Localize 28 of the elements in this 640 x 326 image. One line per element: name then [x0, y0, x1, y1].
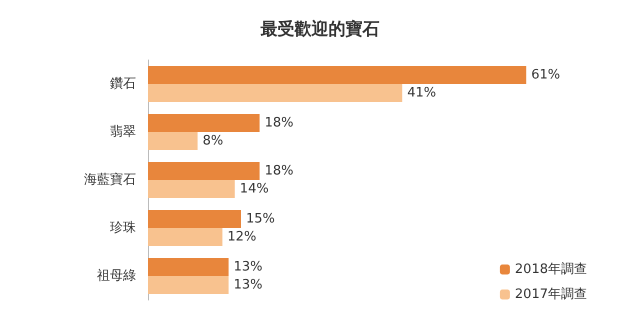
data-label: 61% [531, 68, 560, 82]
bar [148, 276, 229, 294]
data-label: 14% [240, 182, 269, 196]
legend-label: 2017年調查 [514, 287, 588, 302]
bar [148, 84, 402, 102]
bar [148, 258, 229, 276]
bar [148, 228, 222, 246]
bar [148, 162, 260, 180]
y-tick-label: 鑽石 [110, 76, 136, 92]
bar [148, 114, 260, 132]
y-tick-label: 海藍寶石 [84, 172, 136, 188]
legend-label: 2018年調查 [514, 262, 588, 277]
bar [148, 210, 241, 228]
y-tick-label: 珍珠 [110, 220, 136, 236]
data-label: 41% [407, 86, 436, 100]
data-label: 8% [202, 134, 224, 148]
data-label: 15% [246, 212, 275, 226]
data-label: 18% [264, 164, 294, 178]
y-tick-label: 翡翠 [110, 124, 136, 140]
data-label: 18% [264, 116, 294, 130]
bar [148, 66, 526, 84]
data-label: 13% [234, 278, 263, 292]
data-label: 12% [227, 230, 256, 244]
bar [148, 180, 235, 198]
y-tick-label: 祖母綠 [97, 268, 136, 284]
bar [148, 132, 198, 150]
data-label: 13% [234, 260, 263, 274]
chart-title: 最受歡迎的寶石 [260, 20, 380, 40]
